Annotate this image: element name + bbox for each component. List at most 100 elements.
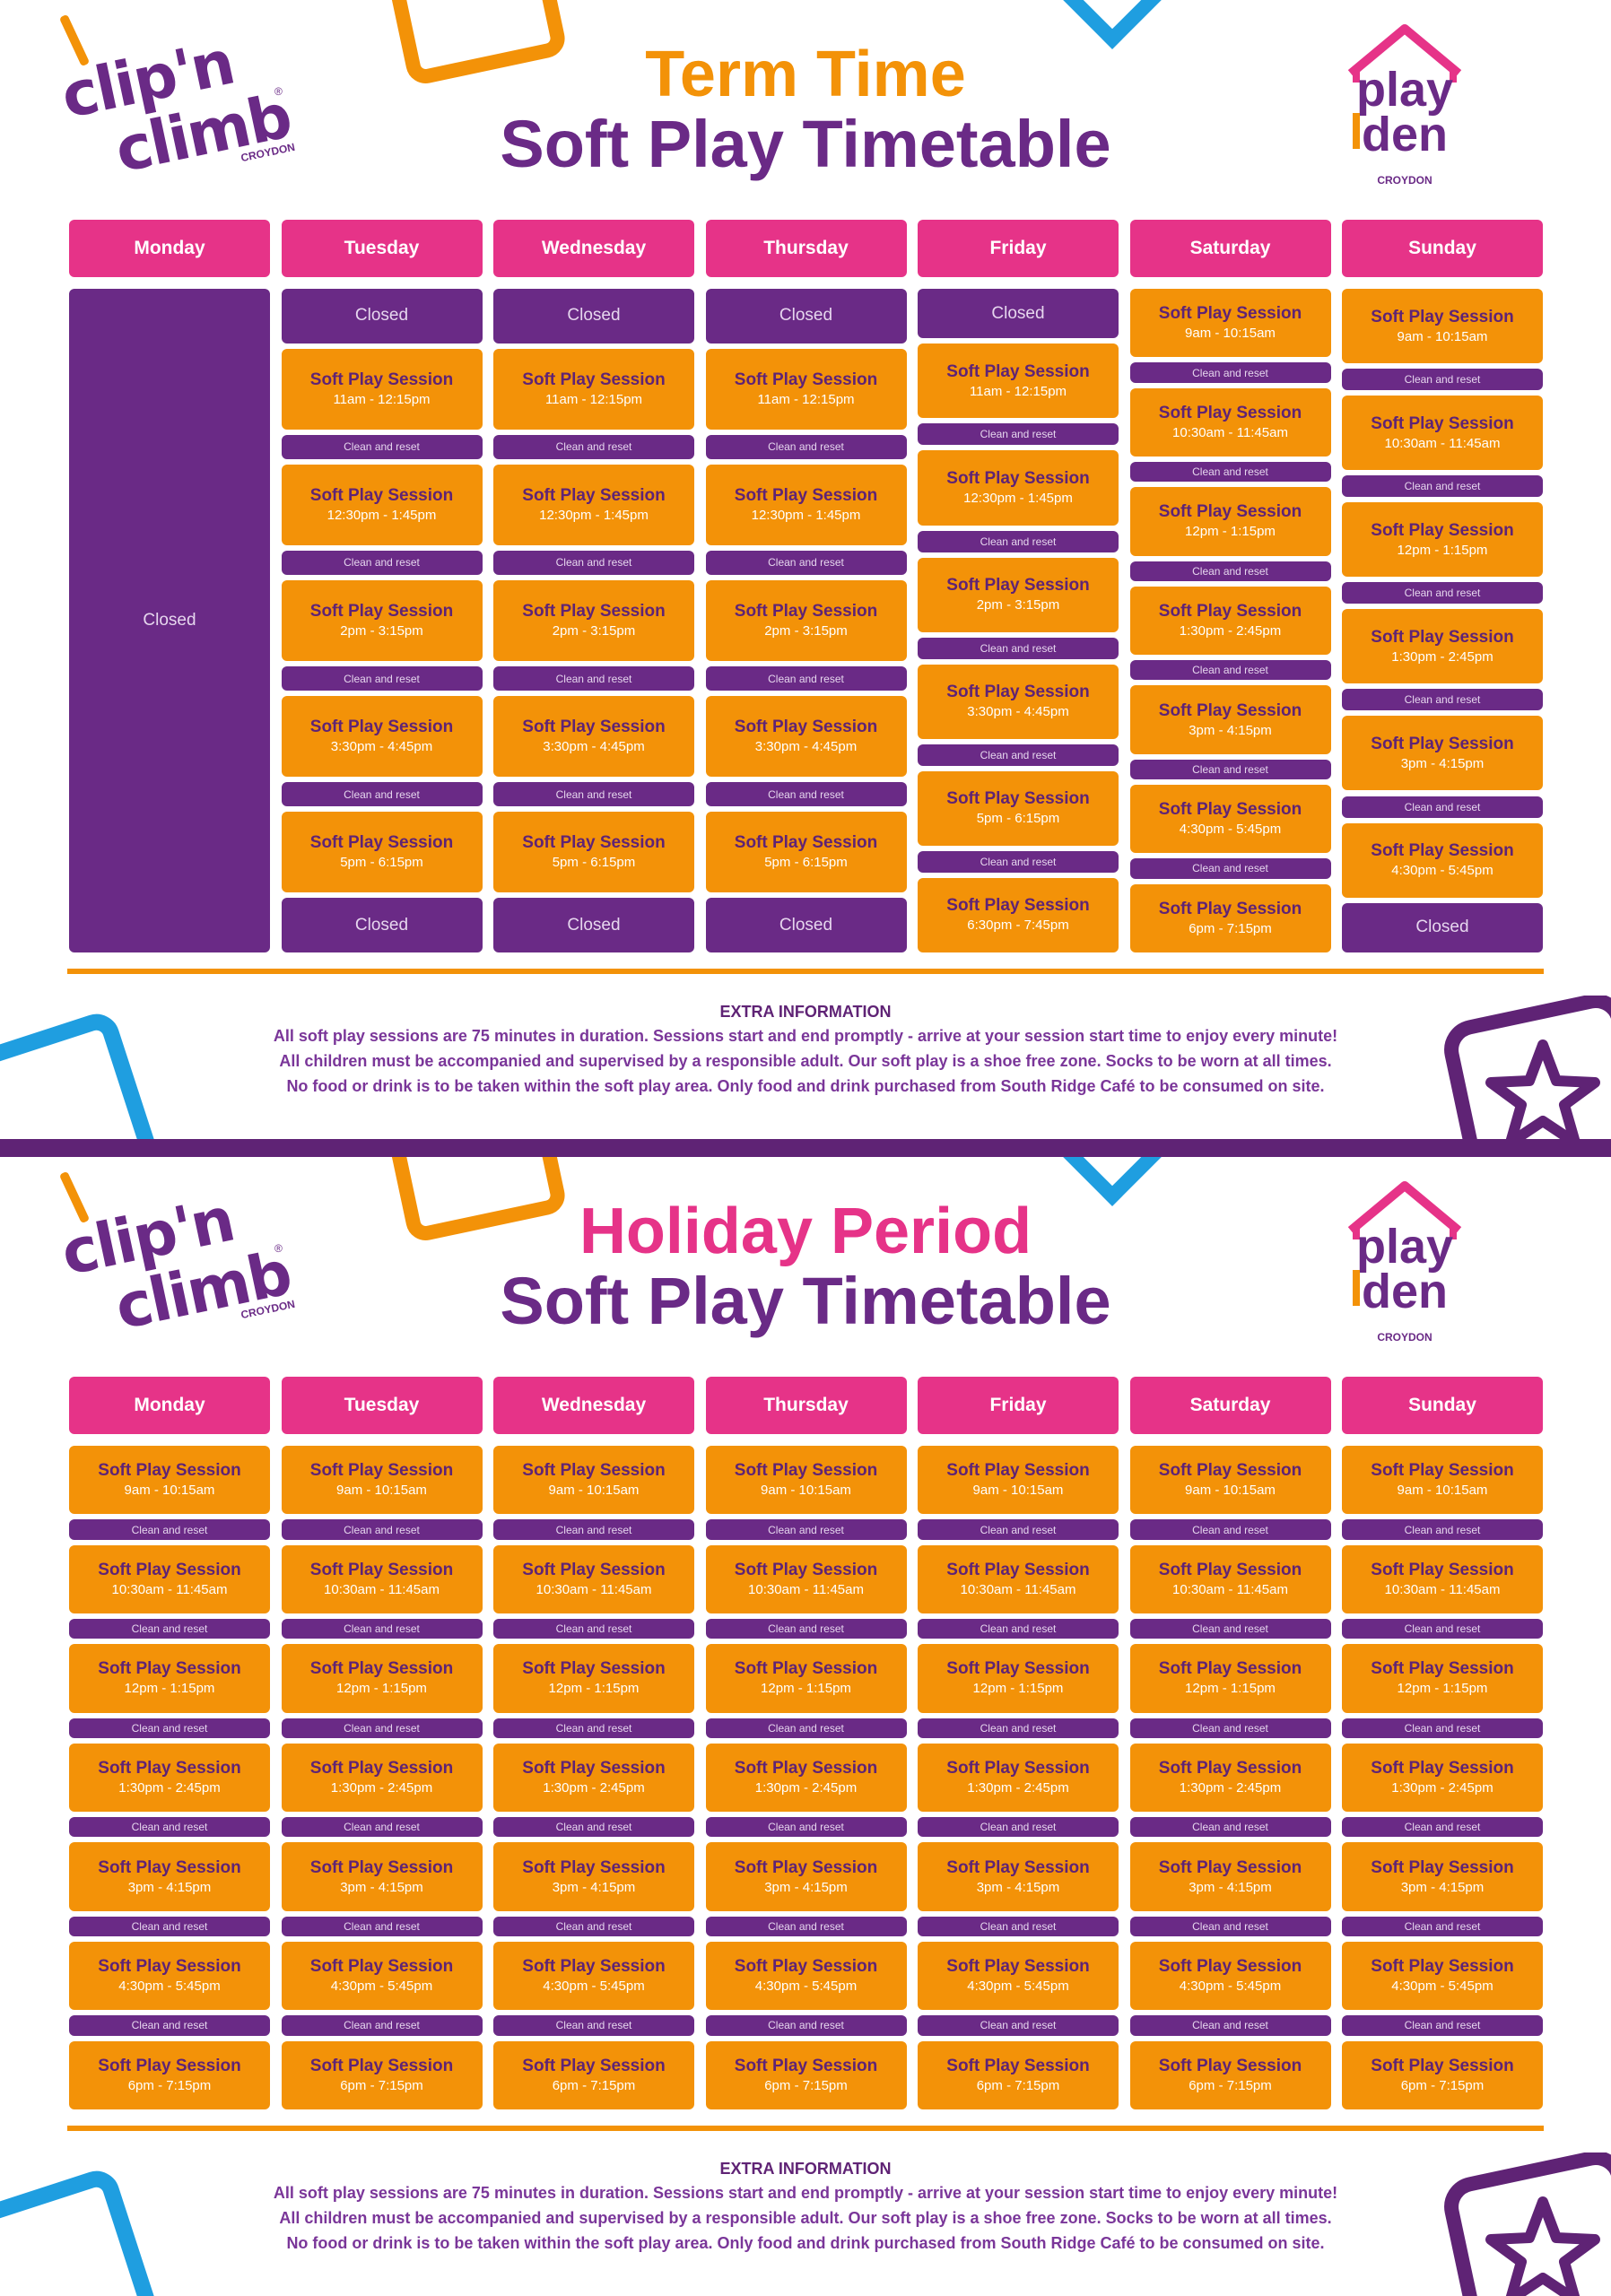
clean-and-reset-block: Clean and reset [705, 1519, 907, 1540]
session-time: 1:30pm - 2:45pm [1391, 648, 1493, 665]
session-block: Soft Play Session 6pm - 7:15pm [918, 2040, 1119, 2109]
session-time: 12:30pm - 1:45pm [963, 491, 1073, 507]
clean-and-reset-block: Clean and reset [918, 1619, 1119, 1639]
session-block: Soft Play Session 5pm - 6:15pm [281, 811, 483, 893]
clean-and-reset-block: Clean and reset [493, 666, 694, 691]
day-header-saturday: Saturday [1129, 1377, 1331, 1434]
session-time: 1:30pm - 2:45pm [1179, 622, 1282, 639]
session-block: Soft Play Session 10:30am - 11:45am [69, 1544, 270, 1614]
session-block: Soft Play Session 3pm - 4:15pm [1342, 716, 1543, 791]
extra-information-heading: EXTRA INFORMATION [719, 2160, 892, 2178]
clean-and-reset-block: Clean and reset [918, 423, 1119, 446]
extra-information-line: All soft play sessions are 75 minutes in… [273, 1027, 1338, 1045]
session-name: Soft Play Session [522, 1461, 666, 1481]
session-time: 12pm - 1:15pm [1185, 1681, 1276, 1697]
session-time: 9am - 10:15am [761, 1483, 851, 1499]
session-name: Soft Play Session [946, 1758, 1090, 1778]
session-time: 10:30am - 11:45am [111, 1581, 228, 1597]
session-time: 10:30am - 11:45am [960, 1581, 1076, 1597]
session-block: Soft Play Session 11am - 12:15pm [493, 348, 694, 430]
session-time: 10:30am - 11:45am [1384, 1581, 1501, 1597]
session-time: 12pm - 1:15pm [761, 1681, 851, 1697]
session-time: 2pm - 3:15pm [340, 622, 423, 639]
session-name: Soft Play Session [98, 1461, 241, 1481]
session-block: Soft Play Session 1:30pm - 2:45pm [1342, 1743, 1543, 1813]
timetable-grid: Monday Tuesday Wednesday Thursday Friday Satu… [0, 1157, 1611, 2126]
session-block: Soft Play Session 9am - 10:15am [918, 1446, 1119, 1515]
session-time: 12pm - 1:15pm [336, 1681, 427, 1697]
session-name: Soft Play Session [522, 1857, 666, 1877]
session-block: Soft Play Session 3pm - 4:15pm [1129, 1842, 1331, 1911]
clean-and-reset-block: Clean and reset [493, 1519, 694, 1540]
session-time: 3pm - 4:15pm [764, 1879, 848, 1895]
session-block: Soft Play Session 3pm - 4:15pm [1342, 1842, 1543, 1911]
session-time: 9am - 10:15am [548, 1483, 640, 1499]
session-time: 12pm - 1:15pm [1397, 542, 1488, 558]
session-block: Soft Play Session 4:30pm - 5:45pm [69, 1941, 270, 2011]
session-name: Soft Play Session [946, 576, 1090, 596]
session-block: Soft Play Session 5pm - 6:15pm [493, 811, 694, 893]
session-name: Soft Play Session [309, 1461, 454, 1481]
session-time: 12pm - 1:15pm [124, 1681, 215, 1697]
session-name: Soft Play Session [1371, 841, 1514, 861]
clean-and-reset-block: Clean and reset [1342, 1817, 1543, 1838]
clean-and-reset-block: Clean and reset [918, 530, 1119, 552]
session-time: 3pm - 4:15pm [1189, 1879, 1272, 1895]
clean-and-reset-block: Clean and reset [69, 2015, 270, 2036]
session-block: Soft Play Session 1:30pm - 2:45pm [1342, 609, 1543, 684]
session-block: Soft Play Session 12:30pm - 1:45pm [705, 464, 907, 546]
clean-and-reset-block: Clean and reset [281, 1916, 483, 1936]
session-time: 10:30am - 11:45am [324, 1581, 440, 1597]
session-name: Soft Play Session [734, 601, 878, 621]
session-name: Soft Play Session [1158, 800, 1302, 820]
session-block: Soft Play Session 4:30pm - 5:45pm [1129, 1941, 1331, 2011]
session-name: Soft Play Session [1371, 413, 1514, 433]
session-time: 9am - 10:15am [972, 1483, 1064, 1499]
session-block: Soft Play Session 3pm - 4:15pm [705, 1842, 907, 1911]
clean-and-reset-block: Clean and reset [1342, 2015, 1543, 2036]
closed-block: Closed [705, 898, 907, 952]
clean-and-reset-block: Clean and reset [493, 2015, 694, 2036]
session-block: Soft Play Session 10:30am - 11:45am [1129, 387, 1331, 457]
session-name: Soft Play Session [309, 485, 454, 505]
session-block: Soft Play Session 6pm - 7:15pm [1129, 2040, 1331, 2109]
session-block: Soft Play Session 2pm - 3:15pm [493, 579, 694, 662]
session-name: Soft Play Session [734, 2056, 878, 2075]
session-name: Soft Play Session [309, 1758, 454, 1778]
session-time: 3pm - 4:15pm [340, 1879, 423, 1895]
session-time: 11am - 12:15pm [333, 391, 431, 407]
session-name: Soft Play Session [522, 2056, 666, 2075]
day-header-sunday: Sunday [1342, 1377, 1543, 1434]
session-block: Soft Play Session 11am - 12:15pm [281, 348, 483, 430]
clean-and-reset-block: Clean and reset [493, 551, 694, 575]
session-time: 1:30pm - 2:45pm [1179, 1779, 1282, 1796]
session-time: 12:30pm - 1:45pm [751, 507, 861, 523]
session-block: Soft Play Session 12pm - 1:15pm [1129, 1644, 1331, 1713]
session-name: Soft Play Session [1158, 899, 1302, 918]
session-block: Soft Play Session 4:30pm - 5:45pm [281, 1941, 483, 2011]
clean-and-reset-block: Clean and reset [281, 1718, 483, 1738]
session-block: Soft Play Session 10:30am - 11:45am [918, 1544, 1119, 1614]
clean-and-reset-block: Clean and reset [705, 1817, 907, 1838]
session-name: Soft Play Session [309, 370, 454, 389]
session-time: 6pm - 7:15pm [127, 2077, 212, 2093]
day-header-friday: Friday [918, 1377, 1119, 1434]
session-block: Soft Play Session 3pm - 4:15pm [493, 1842, 694, 1911]
session-name: Soft Play Session [98, 1659, 241, 1679]
clean-and-reset-block: Clean and reset [281, 1619, 483, 1639]
session-time: 6pm - 7:15pm [340, 2077, 423, 2093]
clean-and-reset-block: Clean and reset [281, 2015, 483, 2036]
session-block: Soft Play Session 9am - 10:15am [1129, 1446, 1331, 1515]
session-name: Soft Play Session [946, 683, 1090, 702]
session-block: Soft Play Session 6:30pm - 7:45pm [918, 877, 1119, 952]
session-name: Soft Play Session [309, 1659, 454, 1679]
closed-block: Closed [493, 898, 694, 952]
day-header-thursday: Thursday [705, 220, 907, 277]
session-name: Soft Play Session [946, 469, 1090, 489]
clean-and-reset-block: Clean and reset [705, 1916, 907, 1936]
clean-and-reset-block: Clean and reset [1129, 561, 1331, 581]
session-time: 3:30pm - 4:45pm [543, 739, 645, 755]
session-name: Soft Play Session [522, 485, 666, 505]
session-time: 5pm - 6:15pm [976, 811, 1060, 827]
session-block: Soft Play Session 2pm - 3:15pm [918, 557, 1119, 632]
